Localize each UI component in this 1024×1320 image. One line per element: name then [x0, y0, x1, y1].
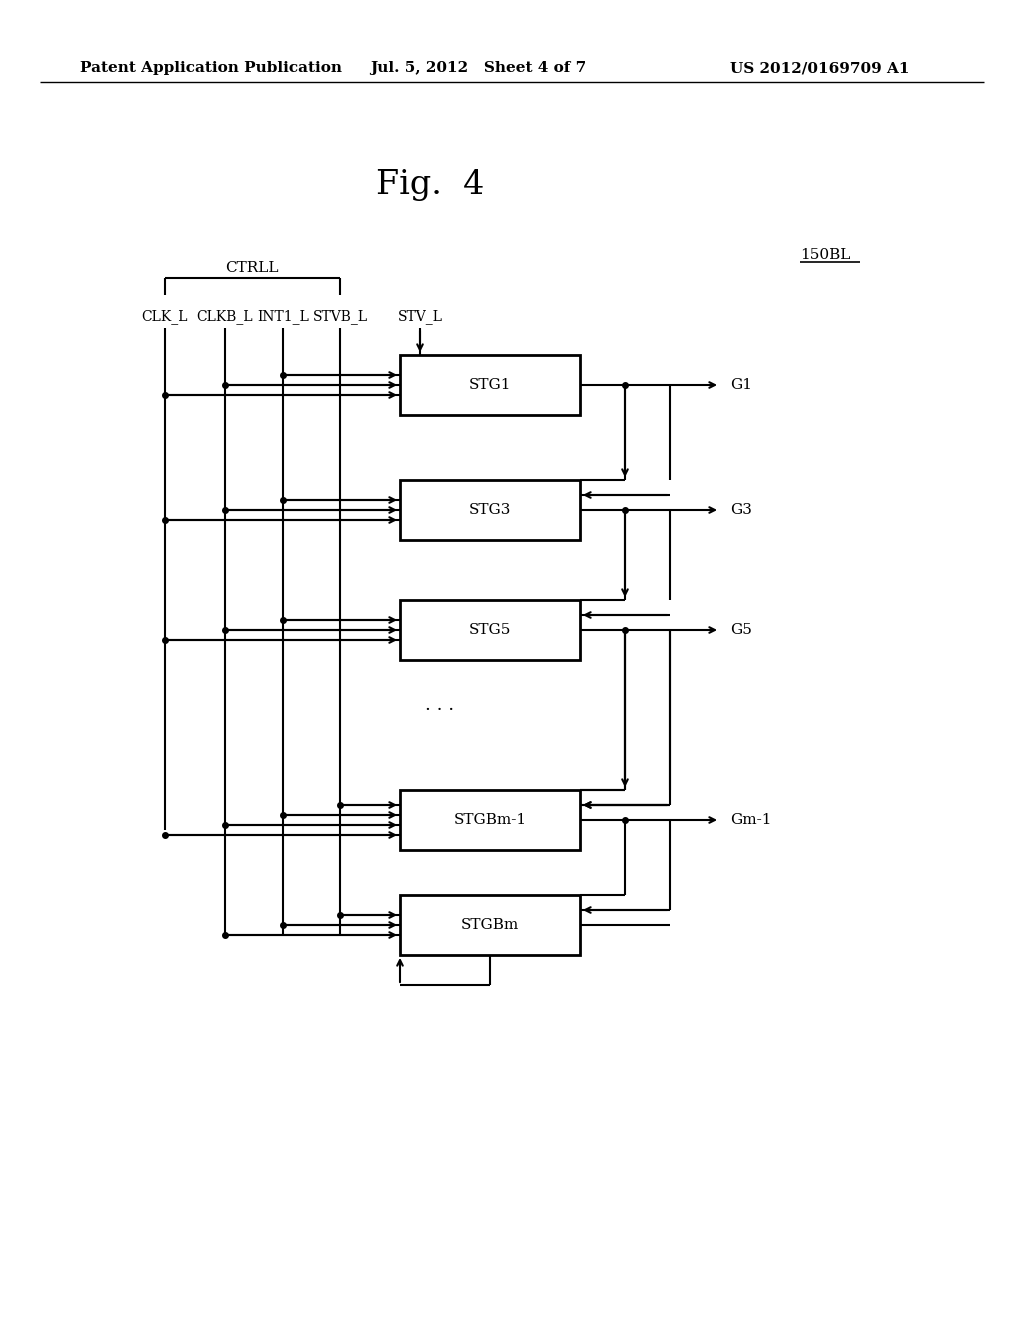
Text: Gm-1: Gm-1	[730, 813, 771, 828]
Text: STG1: STG1	[469, 378, 511, 392]
Text: STVB_L: STVB_L	[312, 310, 368, 325]
Text: STV_L: STV_L	[397, 310, 442, 325]
Text: STGBm-1: STGBm-1	[454, 813, 526, 828]
Text: STGBm: STGBm	[461, 917, 519, 932]
Text: Fig.  4: Fig. 4	[376, 169, 484, 201]
Text: G3: G3	[730, 503, 752, 517]
Bar	[400, 355, 580, 414]
Bar	[400, 789, 580, 850]
Text: CTRLL: CTRLL	[225, 261, 279, 275]
Text: US 2012/0169709 A1: US 2012/0169709 A1	[730, 61, 909, 75]
Text: STG5: STG5	[469, 623, 511, 638]
Text: CLK_L: CLK_L	[141, 310, 188, 325]
Bar	[400, 895, 580, 954]
Text: INT1_L: INT1_L	[257, 310, 309, 325]
Text: Jul. 5, 2012   Sheet 4 of 7: Jul. 5, 2012 Sheet 4 of 7	[370, 61, 587, 75]
Text: G5: G5	[730, 623, 752, 638]
Text: . . .: . . .	[425, 696, 455, 714]
Text: Patent Application Publication: Patent Application Publication	[80, 61, 342, 75]
Text: STG3: STG3	[469, 503, 511, 517]
Text: CLKB_L: CLKB_L	[197, 310, 253, 325]
Text: 150BL: 150BL	[800, 248, 850, 261]
Text: G1: G1	[730, 378, 752, 392]
Bar	[400, 480, 580, 540]
Bar	[400, 601, 580, 660]
